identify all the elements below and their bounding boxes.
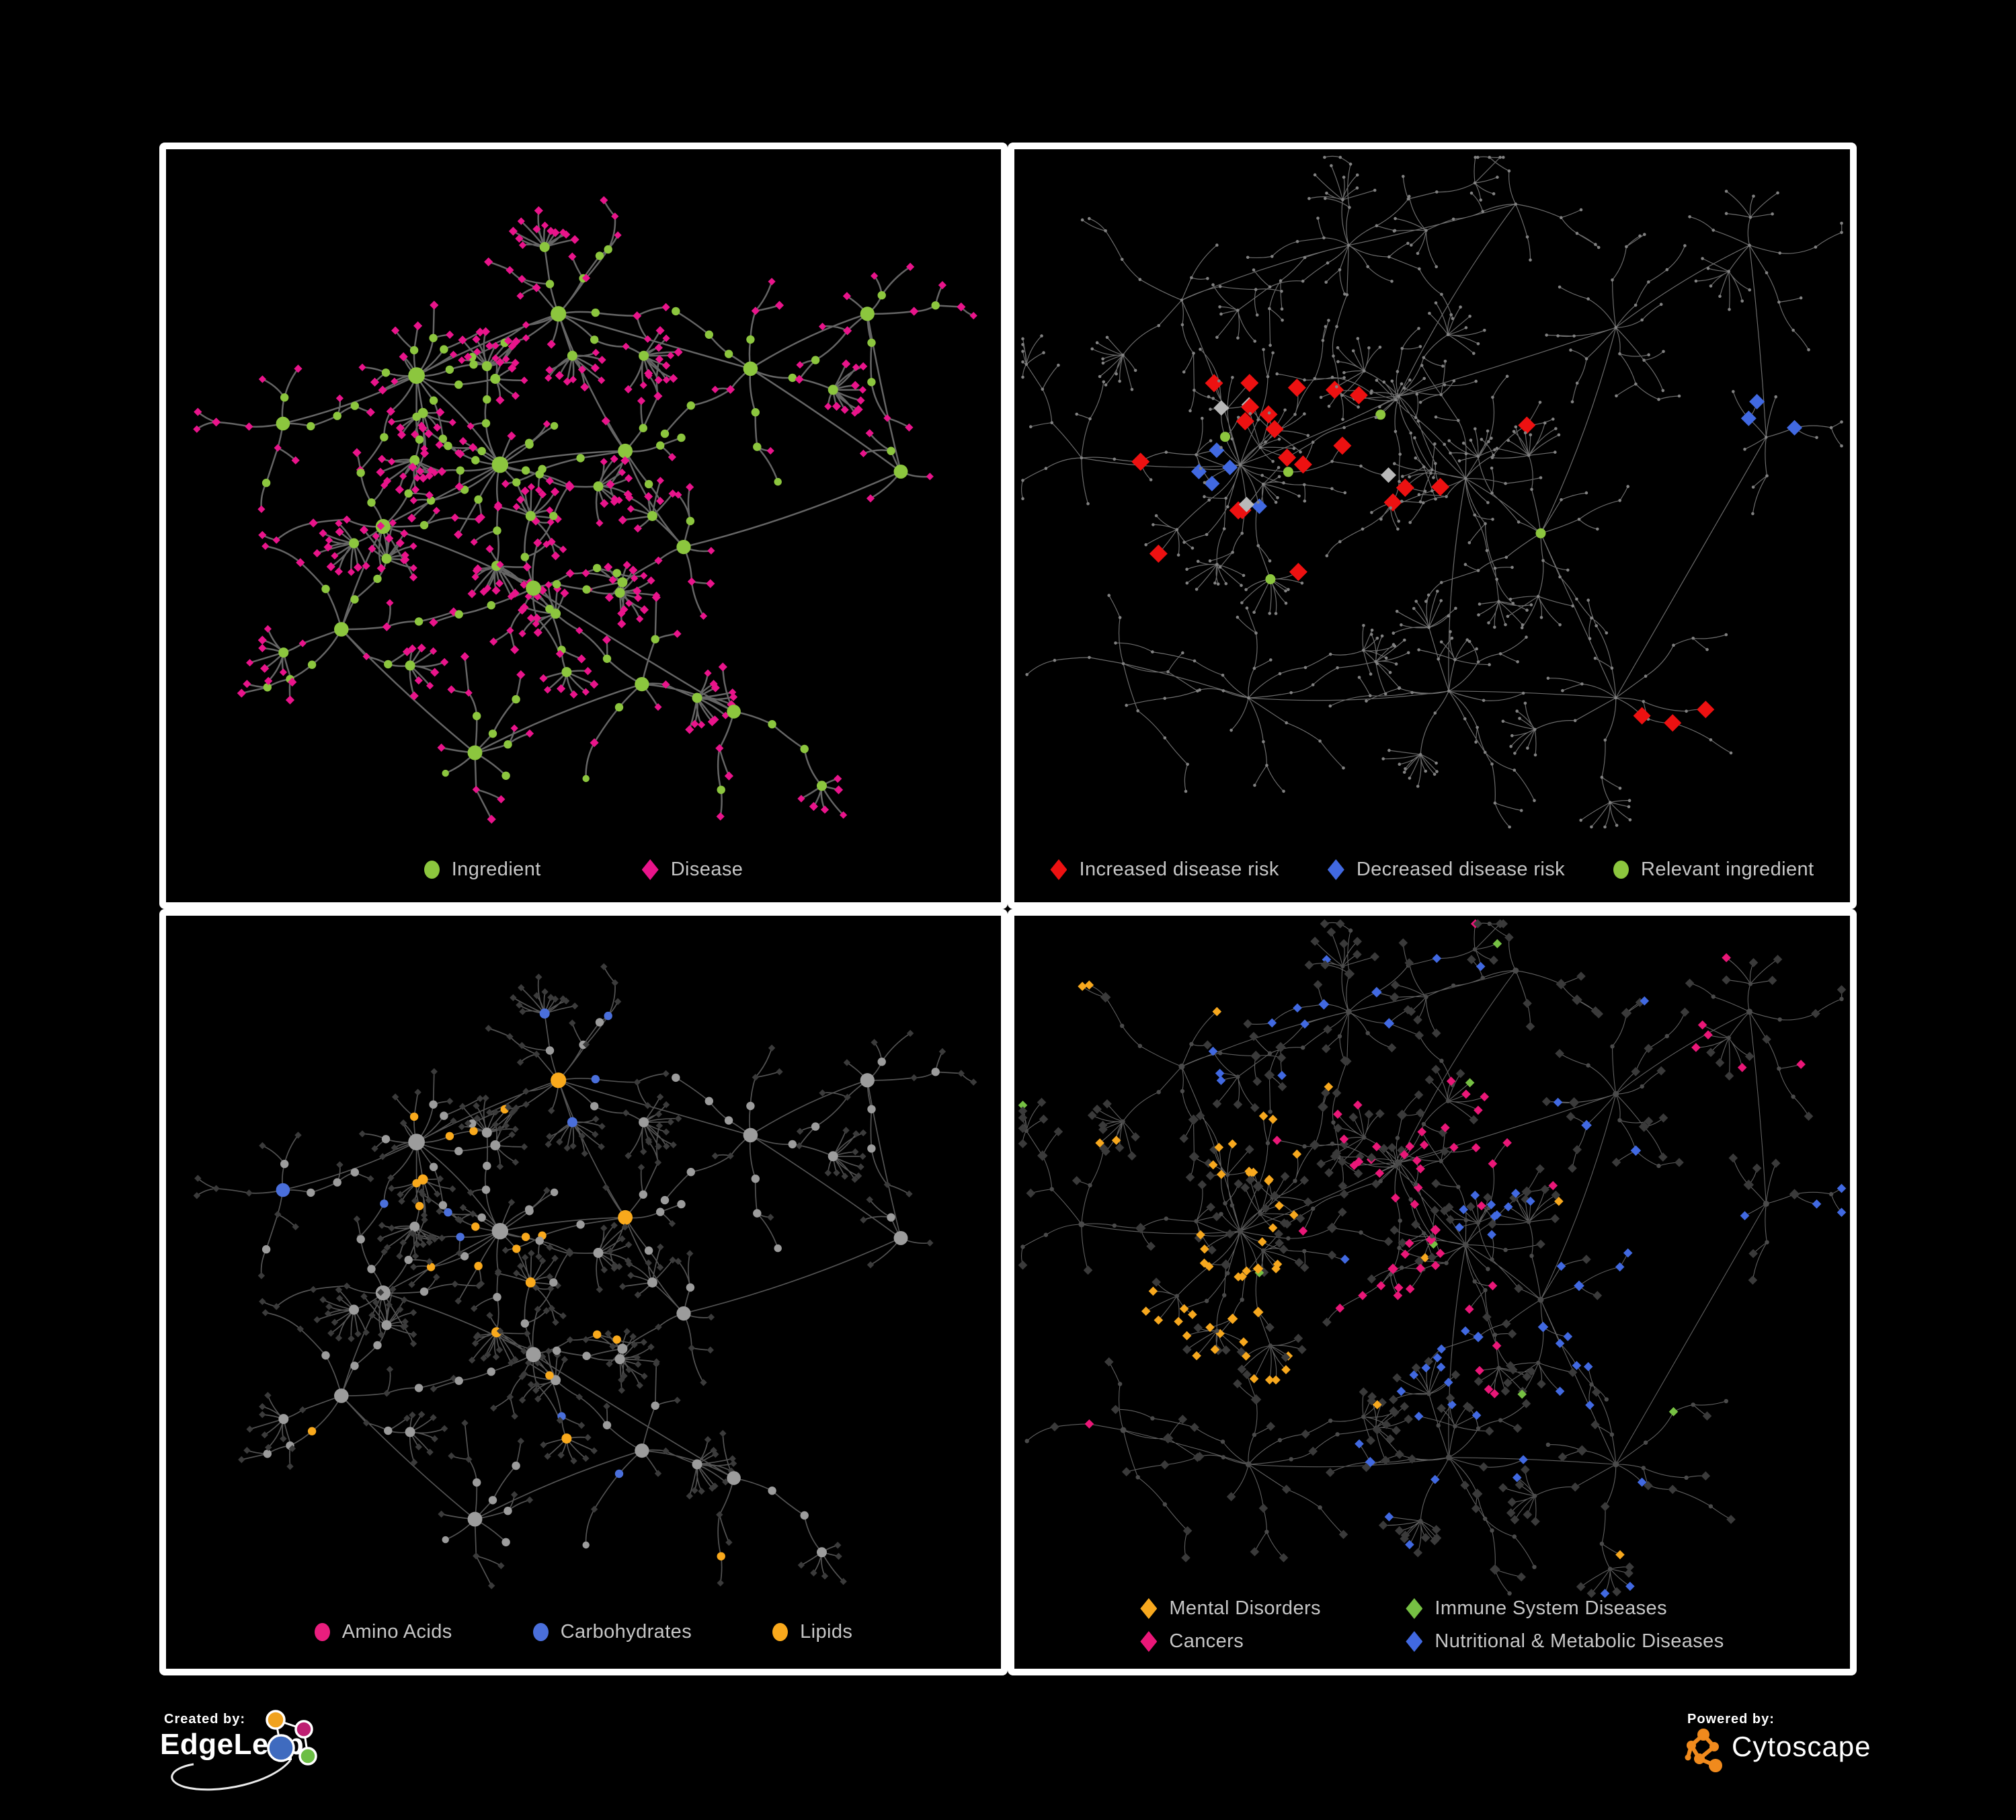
legend-marker-circle-icon (772, 1623, 789, 1641)
edgeleap-brand-text: EdgeLeap (160, 1728, 305, 1761)
legend-label: Increased disease risk (1079, 859, 1279, 880)
network-graph-disease-classes (1018, 919, 1847, 1598)
legend-disease-classes: Mental Disorders Immune System Diseases Ca… (1014, 1597, 1850, 1653)
legend-marker-circle-icon (1613, 861, 1629, 879)
legend-label: Decreased disease risk (1356, 859, 1566, 880)
cytoscape-brand-text: Cytoscape (1732, 1731, 1871, 1762)
legend-disease-risk: Increased disease risk Decreased disease … (1014, 859, 1850, 881)
legend-marker-diamond-icon (1140, 1631, 1158, 1652)
legend-label: Relevant ingredient (1641, 859, 1814, 880)
legend-label: Lipids (800, 1621, 853, 1643)
network-graph-macronutrients (193, 963, 977, 1589)
legend-item: Nutritional & Metabolic Diseases (1406, 1630, 1724, 1653)
powered-by-label: Powered by: (1687, 1712, 1775, 1727)
network-graph-ingredient-disease (193, 196, 977, 824)
legend-label: Cancers (1169, 1630, 1244, 1652)
panel-disease-classes: Mental Disorders Immune System Diseases Ca… (1008, 909, 1857, 1675)
legend-label: Ingredient (451, 859, 541, 880)
legend-marker-diamond-icon (641, 859, 659, 880)
legend-label: Disease (670, 859, 743, 880)
legend-item: Increased disease risk (1050, 859, 1279, 881)
legend-item: Ingredient (424, 859, 541, 881)
legend-marker-diamond-icon (1406, 1631, 1423, 1652)
legend-marker-circle-icon (314, 1623, 330, 1641)
legend-label: Amino Acids (341, 1621, 452, 1643)
legend-item: Relevant ingredient (1613, 859, 1814, 881)
legend-label: Mental Disorders (1169, 1597, 1321, 1619)
legend-marker-circle-icon (532, 1623, 549, 1641)
legend-item: Cancers (1140, 1630, 1406, 1653)
legend-macronutrients: Amino Acids Carbohydrates Lipids (166, 1621, 1001, 1643)
legend-item: Carbohydrates (532, 1621, 692, 1643)
legend-label: Immune System Diseases (1435, 1597, 1667, 1619)
panel-ingredient-disease: Ingredient Disease (159, 143, 1008, 909)
legend-marker-diamond-icon (1050, 859, 1067, 880)
legend-label: Carbohydrates (560, 1621, 692, 1643)
legend-item: Lipids (772, 1621, 852, 1643)
created-by-label: Created by: (164, 1712, 246, 1727)
legend-item: Amino Acids (314, 1621, 452, 1643)
legend-item: Disease (641, 859, 743, 881)
legend-marker-diamond-icon (1406, 1598, 1423, 1619)
cytoscape-logo-icon (1685, 1729, 1722, 1772)
legend-item: Immune System Diseases (1406, 1597, 1724, 1620)
legend-marker-diamond-icon (1327, 859, 1344, 880)
panel-macronutrients: Amino Acids Carbohydrates Lipids (159, 909, 1008, 1675)
legend-item: Mental Disorders (1140, 1597, 1406, 1620)
legend-item: Decreased disease risk (1327, 859, 1566, 881)
legend-label: Nutritional & Metabolic Diseases (1435, 1630, 1724, 1652)
legend-marker-diamond-icon (1140, 1598, 1158, 1619)
network-graph-disease-risk (1021, 155, 1843, 829)
panel-disease-risk: Increased disease risk Decreased disease … (1008, 143, 1857, 909)
created-by-block: Created by: EdgeLeap (155, 1708, 356, 1819)
legend-ingredient-disease: Ingredient Disease (166, 859, 1001, 881)
legend-marker-circle-icon (424, 861, 440, 879)
powered-by-block: Powered by: Cytoscape (1681, 1708, 1963, 1809)
